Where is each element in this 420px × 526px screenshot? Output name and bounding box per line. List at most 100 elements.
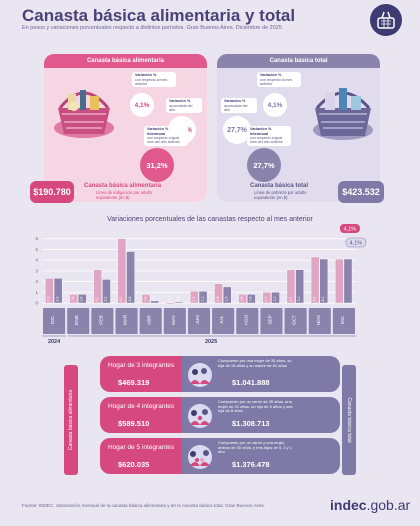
- cbt-var-mensual-note: Variación % con respecto al mes anterior: [257, 72, 301, 88]
- category-tab: [260, 308, 283, 334]
- chart-bar: [198, 291, 208, 304]
- household-card: Hogar de 4 integrantes $589.510 Compuest…: [100, 397, 340, 433]
- chart-bar: [214, 283, 223, 304]
- cba-panel: Canasta básica alimentaria Variación % co…: [44, 54, 207, 202]
- household-cba: $620.035: [118, 460, 150, 469]
- household-name: Hogar de 5 integrantes: [108, 444, 175, 451]
- household-cba: $589.510: [118, 419, 150, 428]
- household-name: Hogar de 3 integrantes: [108, 362, 175, 369]
- chart-bar: [117, 238, 127, 304]
- bar-value-label: 2.3: [55, 297, 59, 302]
- cba-basket-illustration: [54, 90, 114, 138]
- cbt-var-interanual-note: Variación % interanual con respecto a igu…: [247, 126, 291, 146]
- cba-var-interanual-note: Variación % interanual con respecto a igu…: [144, 126, 188, 146]
- y-tick-label: 5: [35, 247, 38, 252]
- household-desc: Compuesto por un varón y una mujer, ambo…: [218, 440, 293, 455]
- page-title: Canasta básica alimentaria y total: [22, 6, 296, 25]
- x-tick-label: SEP: [267, 315, 273, 325]
- chart-bar: [165, 302, 175, 305]
- cba-var-acumulada-note: Variación % acumulada del año: [166, 98, 202, 114]
- basket-icon: [370, 4, 402, 36]
- x-tick-label: ABR: [147, 315, 153, 325]
- household-desc: Compuesto por un varón de 35 años, una m…: [218, 399, 293, 414]
- bar-value-label: 1.5: [225, 297, 229, 302]
- chart-bar: [69, 294, 78, 304]
- household-desc: Compuesto por una mujer de 35 años, su h…: [218, 358, 292, 368]
- category-tab: [163, 308, 186, 334]
- household-card: Hogar de 5 integrantes $620.035 Compuest…: [100, 438, 340, 474]
- bar-value-label: 6.0: [119, 297, 123, 302]
- household-cbt: $1.041.888: [232, 378, 270, 387]
- chart-bar: [53, 278, 63, 304]
- category-tab: [187, 308, 211, 334]
- cbt-var-acumulada: 27,7%: [223, 116, 251, 144]
- cbt-side-label: Canasta básica total: [342, 365, 356, 475]
- bar-value-label: 1.8: [216, 297, 220, 302]
- bar-value-label: -0.1: [167, 296, 171, 302]
- household-cbt: $1.376.478: [232, 460, 270, 469]
- chart-title: Variaciones porcentuales de las canastas…: [107, 216, 313, 223]
- category-tab: [212, 308, 235, 334]
- x-tick-label: JUL: [219, 315, 225, 324]
- chart-bar: [286, 269, 296, 304]
- chart-bar: [238, 294, 247, 304]
- x-tick-label: NOV: [316, 314, 322, 325]
- category-tab: [284, 308, 307, 334]
- chart-bar: [190, 291, 199, 304]
- y-tick-label: 1: [35, 290, 38, 295]
- chart-bar: [141, 294, 151, 304]
- bar-value-label: 3.1: [288, 297, 292, 302]
- y-tick-label: 3: [35, 268, 38, 273]
- cbt-last-value: 4,1%: [350, 241, 363, 247]
- cbt-panel-title: Canasta básica total: [217, 54, 380, 68]
- chart-bar: [295, 269, 304, 304]
- bar-value-label: 0.1: [176, 297, 180, 302]
- cbt-sub: Línea de pobreza por adulto equivalente …: [254, 190, 307, 200]
- bar-value-label: 1.0: [264, 297, 268, 302]
- category-tab: [332, 308, 355, 334]
- cba-last-callout: [339, 224, 360, 233]
- x-tick-label: JUN: [195, 315, 201, 325]
- chart-bar: [343, 258, 353, 304]
- chart-bar: [335, 258, 344, 304]
- bar-value-label: 3.1: [297, 297, 301, 302]
- bar-value-label: 1.1: [200, 297, 204, 302]
- chart-bar: [126, 251, 135, 304]
- x-tick-label: MAR: [123, 314, 129, 325]
- x-tick-label: DIC: [340, 315, 346, 324]
- category-tab: [236, 308, 259, 334]
- household-name: Hogar de 4 integrantes: [108, 403, 175, 410]
- chart-bar: [262, 292, 272, 304]
- category-tab: [308, 308, 331, 334]
- y-tick-label: 0: [35, 301, 38, 306]
- bar-value-label: 2.2: [104, 297, 108, 302]
- cbt-var-mensual: 4,1%: [263, 93, 287, 117]
- cbt-var-acumulada-note: Variación % acumulada del año: [221, 98, 257, 114]
- bar-value-label: 0.8: [80, 297, 84, 302]
- x-tick-label: AGO: [243, 314, 249, 325]
- cba-last-value: 4,1%: [344, 227, 357, 233]
- chart-bar: [93, 269, 102, 304]
- category-tab: [91, 308, 114, 334]
- cba-sub: Línea de indigencia por adulto equivalen…: [96, 190, 153, 200]
- category-tab: [115, 308, 138, 334]
- cba-panel-title: Canasta básica alimentaria: [44, 54, 207, 68]
- bar-value-label: 4.3: [312, 297, 316, 302]
- cba-side-label: Canasta básica alimentaria: [64, 365, 78, 475]
- chart-bar: [222, 286, 232, 304]
- chart-bar: [319, 258, 329, 304]
- bar-value-label: 4.1: [321, 297, 325, 302]
- indec-logo[interactable]: indec.gob.ar: [330, 497, 411, 513]
- bar-value-label: 0.8: [240, 297, 244, 302]
- cbt-label: Canasta básica total: [250, 183, 309, 189]
- bar-value-label: 3.1: [95, 297, 99, 302]
- cbt-basket-illustration: [313, 88, 373, 140]
- cba-var-mensual: 4,1%: [130, 93, 154, 117]
- chart-bar: [45, 278, 54, 304]
- y-tick-label: 4: [35, 258, 38, 263]
- cba-price: $190.780: [30, 181, 74, 203]
- source-note: Fuente: INDEC. Valorización mensual de l…: [22, 503, 266, 508]
- x-tick-label: ENE: [74, 315, 80, 325]
- chart-bar: [310, 256, 320, 304]
